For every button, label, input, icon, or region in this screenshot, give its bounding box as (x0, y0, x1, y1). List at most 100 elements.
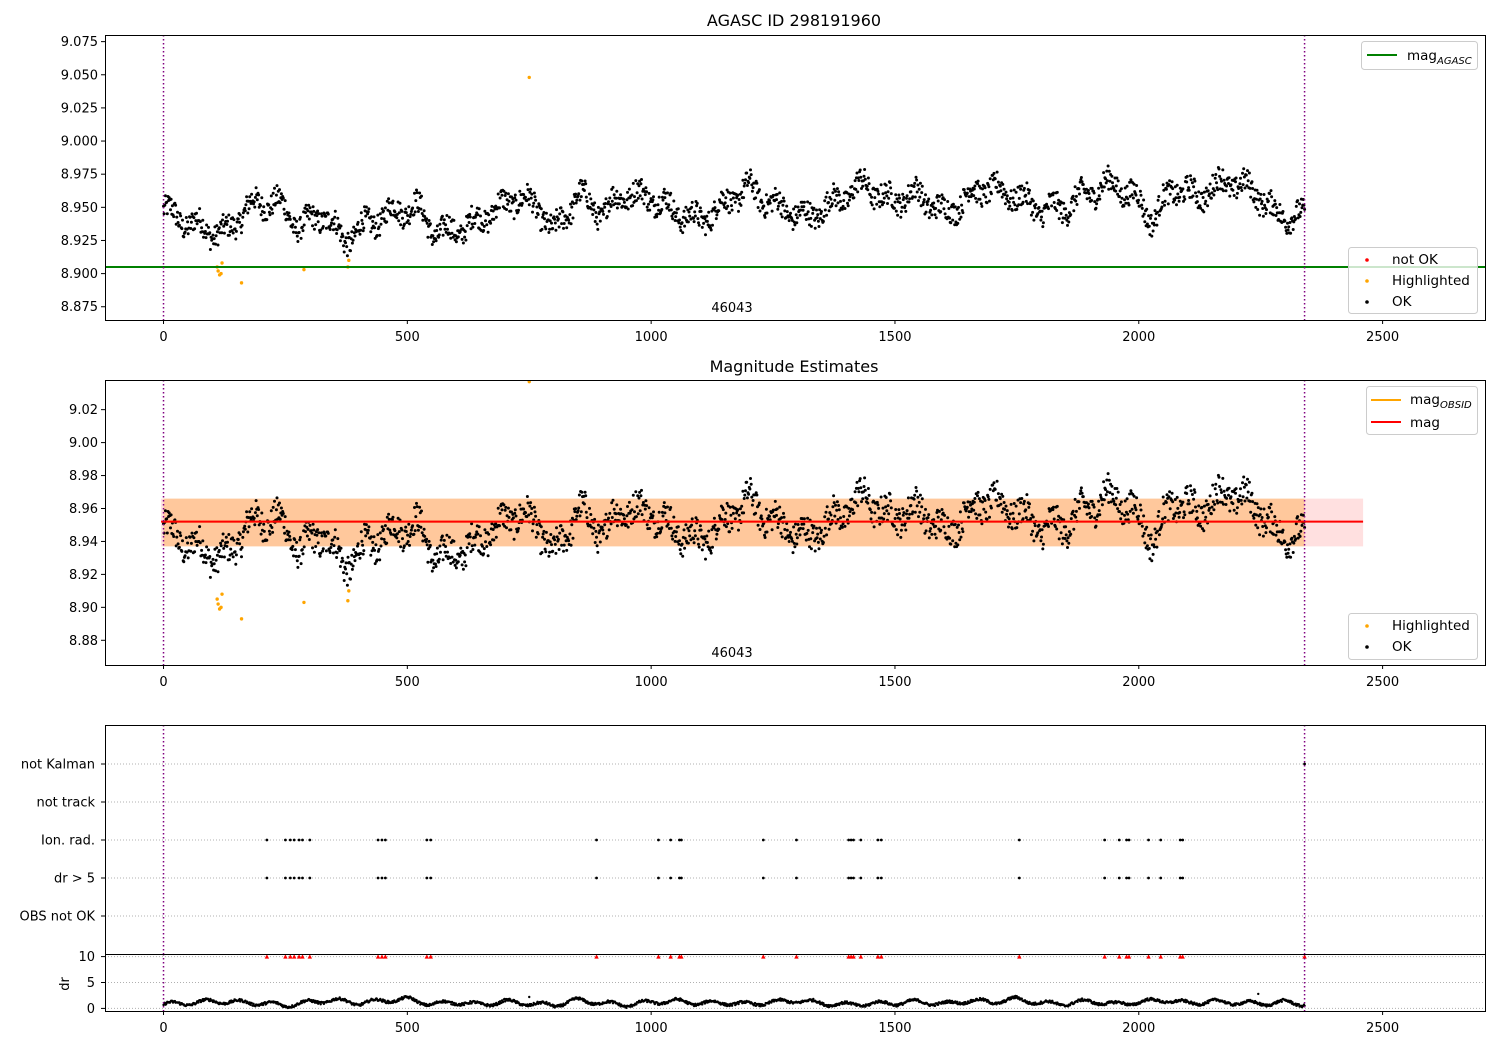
ok-point (392, 516, 395, 519)
ok-point (169, 526, 172, 529)
ok-point (229, 548, 232, 551)
ok-point (1119, 517, 1122, 520)
ok-point (916, 184, 919, 187)
ok-point (1152, 230, 1155, 233)
ok-point (722, 193, 725, 196)
ok-point (1213, 189, 1216, 192)
ok-point (349, 249, 352, 252)
ok-point (1012, 197, 1015, 200)
ok-point (567, 539, 570, 542)
ok-point (692, 217, 695, 220)
ok-point (1126, 513, 1129, 516)
ok-point (440, 539, 443, 542)
ok-point (895, 528, 898, 531)
ok-point (867, 487, 870, 490)
ok-point (437, 561, 440, 564)
ok-point (570, 222, 573, 225)
legend-ok-label: OK (1392, 639, 1413, 655)
ok-point (877, 193, 880, 196)
ok-point (1245, 483, 1248, 486)
ok-point (594, 220, 597, 223)
ok-point (793, 542, 796, 545)
ok-point (1187, 499, 1190, 502)
ok-point (887, 512, 890, 515)
dr-point (415, 999, 417, 1001)
ok-point (554, 552, 557, 555)
ok-point (382, 528, 385, 531)
ok-point (1097, 187, 1100, 190)
ok-point (984, 499, 987, 502)
ok-point (652, 510, 655, 513)
ok-point (714, 206, 717, 209)
ok-point (957, 524, 960, 527)
ok-point (1082, 183, 1085, 186)
ok-point (275, 194, 278, 197)
ok-point (1299, 215, 1302, 218)
ok-point (532, 205, 535, 208)
ok-point (803, 201, 806, 204)
legend-ok-label: OK (1392, 294, 1413, 310)
ok-point (942, 525, 945, 528)
ok-point (359, 557, 362, 560)
ok-point (1203, 191, 1206, 194)
ok-point (904, 529, 907, 532)
ok-point (951, 539, 954, 542)
ok-point (765, 508, 768, 511)
ok-point (1148, 547, 1151, 550)
ok-point (860, 500, 863, 503)
ok-point (248, 195, 251, 198)
ok-point (1202, 511, 1205, 514)
ok-point (1239, 177, 1242, 180)
ok-point (833, 199, 836, 202)
ok-point (537, 213, 540, 216)
ok-point (435, 239, 438, 242)
ok-point (1149, 217, 1152, 220)
ok-point (227, 214, 230, 217)
ok-point (301, 548, 304, 551)
legend-not-ok-label: not OK (1392, 252, 1439, 268)
ok-point (876, 190, 879, 193)
ok-point (674, 540, 677, 543)
ok-point (459, 554, 462, 557)
ok-point (256, 514, 259, 517)
ok-point (729, 192, 732, 195)
ok-point (873, 207, 876, 210)
ok-point (376, 234, 379, 237)
ok-point (1110, 175, 1113, 178)
ok-point (191, 532, 194, 535)
ok-point (505, 526, 508, 529)
ok-point (1132, 197, 1135, 200)
ok-point (615, 190, 618, 193)
ok-point (414, 210, 417, 213)
ok-point (1052, 192, 1055, 195)
ok-point (1242, 476, 1245, 479)
ok-point (750, 173, 753, 176)
ok-point (662, 199, 665, 202)
ok-point (836, 500, 839, 503)
ok-point (607, 517, 610, 520)
ok-point (1160, 206, 1163, 209)
ok-point (565, 549, 568, 552)
ok-point (1005, 505, 1008, 508)
ok-point (419, 208, 422, 211)
ok-point (1261, 516, 1264, 519)
ok-point (968, 501, 971, 504)
ok-point (1087, 503, 1090, 506)
flag-point (1181, 839, 1184, 842)
ok-point (1282, 210, 1285, 213)
ok-point (1140, 509, 1143, 512)
ok-point (1055, 528, 1058, 531)
ok-point (902, 511, 905, 514)
ok-point (1080, 176, 1083, 179)
ok-point (336, 228, 339, 231)
ok-point (825, 214, 828, 217)
ok-point (530, 193, 533, 196)
ok-point (344, 568, 347, 571)
ok-point (776, 193, 779, 196)
ok-point (899, 518, 902, 521)
ok-point (1128, 204, 1131, 207)
ok-point (873, 511, 876, 514)
ok-point (960, 216, 963, 219)
ok-point (378, 548, 381, 551)
ok-point (861, 497, 864, 500)
